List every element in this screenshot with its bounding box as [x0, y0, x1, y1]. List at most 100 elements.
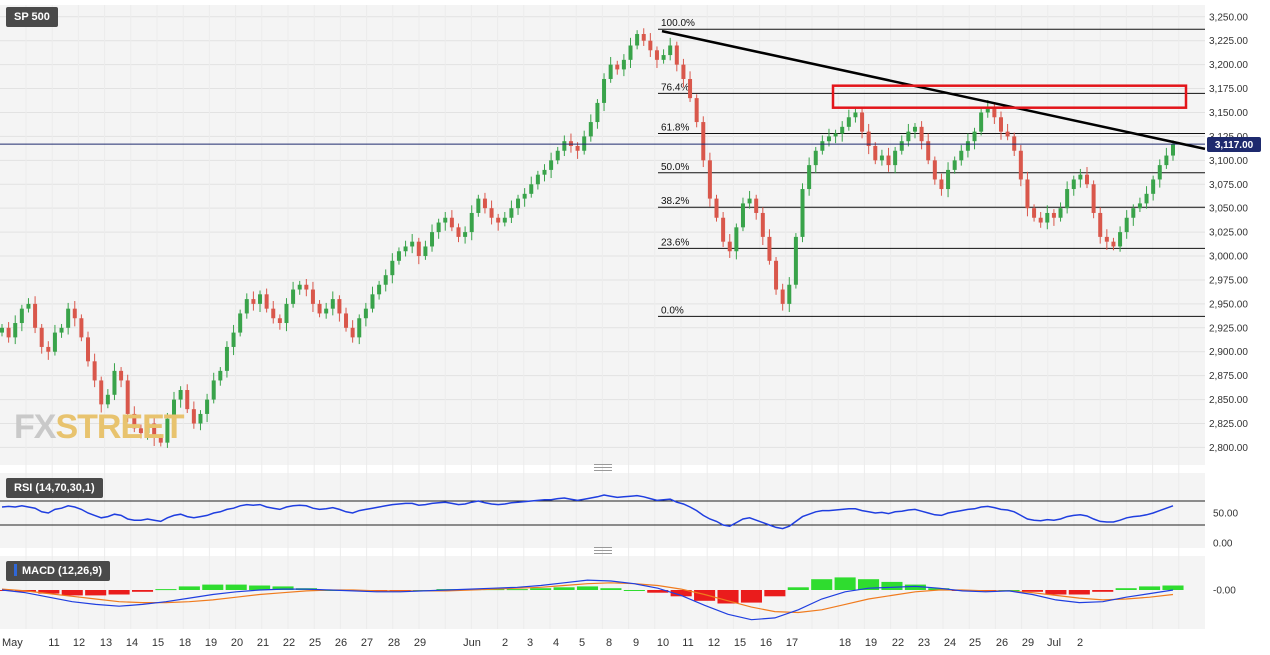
candle-body — [912, 126, 917, 132]
candle-body — [416, 241, 421, 257]
candle-body — [860, 112, 865, 132]
candle-body — [1051, 212, 1056, 218]
candle-body — [251, 299, 256, 304]
candle-body — [1058, 208, 1063, 218]
candle-body — [992, 107, 997, 118]
candle-body — [26, 303, 31, 309]
candle-body — [1005, 131, 1010, 137]
candle-body — [562, 141, 567, 151]
x-tick-label: 5 — [579, 637, 585, 649]
rsi-tag[interactable]: RSI (14,70,30,1) — [6, 478, 103, 498]
candle-body — [621, 59, 626, 70]
candle-body — [648, 40, 653, 51]
macd-resize-handle[interactable] — [594, 547, 612, 554]
x-tick-label: 10 — [657, 637, 669, 649]
candle-body — [641, 34, 646, 41]
candle-body — [198, 413, 203, 424]
candle-body — [1118, 232, 1123, 247]
candle-body — [205, 399, 210, 414]
candle-body — [370, 294, 375, 309]
candle-body — [86, 337, 91, 362]
candle-body — [688, 78, 693, 99]
x-tick-label: 21 — [257, 637, 269, 649]
candle-body — [919, 126, 924, 142]
x-tick-label: 13 — [100, 637, 112, 649]
candle-body — [59, 327, 64, 333]
candle-body — [410, 241, 415, 247]
rsi-plot — [0, 494, 1205, 530]
macd-histogram-bar — [530, 588, 552, 590]
x-tick-label: 27 — [361, 637, 373, 649]
candle-body — [377, 284, 382, 295]
y-tick-label: 2,900.00 — [1209, 347, 1248, 358]
candle-body — [707, 160, 712, 199]
candle-body — [701, 122, 706, 161]
candle-body — [833, 133, 838, 137]
x-tick-label: 23 — [918, 637, 930, 649]
y-tick-label: 3,150.00 — [1209, 108, 1248, 119]
candle-body — [575, 145, 580, 151]
candle-body — [297, 284, 302, 290]
candle-body — [430, 232, 435, 247]
fib-level-label: 76.4% — [661, 82, 689, 93]
x-axis: May 11 12 13 14 15 18 19 20 21 22 25 26 27 28 29 Jun 2 3 4 5… — [2, 637, 1083, 649]
macd-tag-label: MACD (12,26,9) — [22, 565, 103, 577]
candle-body — [807, 165, 812, 190]
macd-histogram-bar — [764, 590, 786, 597]
candle-body — [271, 308, 276, 319]
candle-body — [522, 193, 527, 199]
candle-body — [185, 390, 190, 410]
x-tick-label: Jun — [463, 637, 481, 649]
candle-body — [1038, 217, 1043, 223]
candle-body — [218, 370, 223, 381]
y-tick-label: 2,975.00 — [1209, 275, 1248, 286]
price-label: 3,117.00 — [1207, 137, 1261, 152]
candle-body — [886, 155, 891, 166]
rsi-tick-label: 0.00 — [1213, 539, 1233, 550]
macd-histogram-bar — [131, 590, 154, 592]
x-tick-label: 25 — [309, 637, 321, 649]
candle-body — [906, 131, 911, 142]
x-tick-label: 17 — [786, 637, 798, 649]
x-tick-label: 29 — [1022, 637, 1034, 649]
candle-body — [52, 332, 57, 352]
price-label-bg — [1207, 137, 1261, 152]
candle-body — [132, 413, 137, 429]
y-tick-label: 2,850.00 — [1209, 395, 1248, 406]
candle-body — [211, 380, 216, 400]
macd-histogram-bar — [717, 590, 739, 604]
symbol-tag[interactable]: SP 500 — [6, 7, 58, 27]
candle-body — [456, 227, 461, 237]
y-tick-label: 2,875.00 — [1209, 371, 1248, 382]
macd-tag[interactable]: MACD (12,26,9) — [6, 561, 111, 581]
candle-body — [1131, 208, 1136, 218]
candle-body — [959, 150, 964, 161]
x-tick-label: 26 — [335, 637, 347, 649]
candle-body — [721, 217, 726, 242]
x-tick-label: 25 — [969, 637, 981, 649]
candle-body — [674, 45, 679, 65]
candle-body — [396, 251, 401, 261]
macd-histogram-bar — [61, 590, 83, 596]
candle-body — [714, 198, 719, 218]
macd-histogram-bar — [740, 590, 762, 603]
y-tick-label: 3,175.00 — [1209, 84, 1248, 95]
x-tick-label: 11 — [48, 637, 59, 649]
candle-body — [152, 423, 157, 438]
candle-body — [0, 327, 4, 333]
macd-histogram-bar — [670, 590, 692, 597]
candle-body — [985, 107, 990, 113]
fib-level-label: 100.0% — [661, 18, 695, 29]
candle-body — [602, 78, 607, 103]
candle-body — [1025, 179, 1030, 209]
candle-body — [509, 208, 514, 218]
fibonacci-levels: 100.0% 76.4% 61.8% 50.0% 38.2% 23.6% 0.0% — [658, 18, 1205, 317]
rsi-resize-handle[interactable] — [594, 464, 612, 471]
candle-body — [1157, 165, 1162, 180]
candle-body — [866, 131, 871, 146]
candle-body — [932, 160, 937, 180]
candle-body — [1091, 184, 1096, 213]
x-tick-label: 12 — [708, 637, 720, 649]
candle-body — [747, 198, 752, 204]
